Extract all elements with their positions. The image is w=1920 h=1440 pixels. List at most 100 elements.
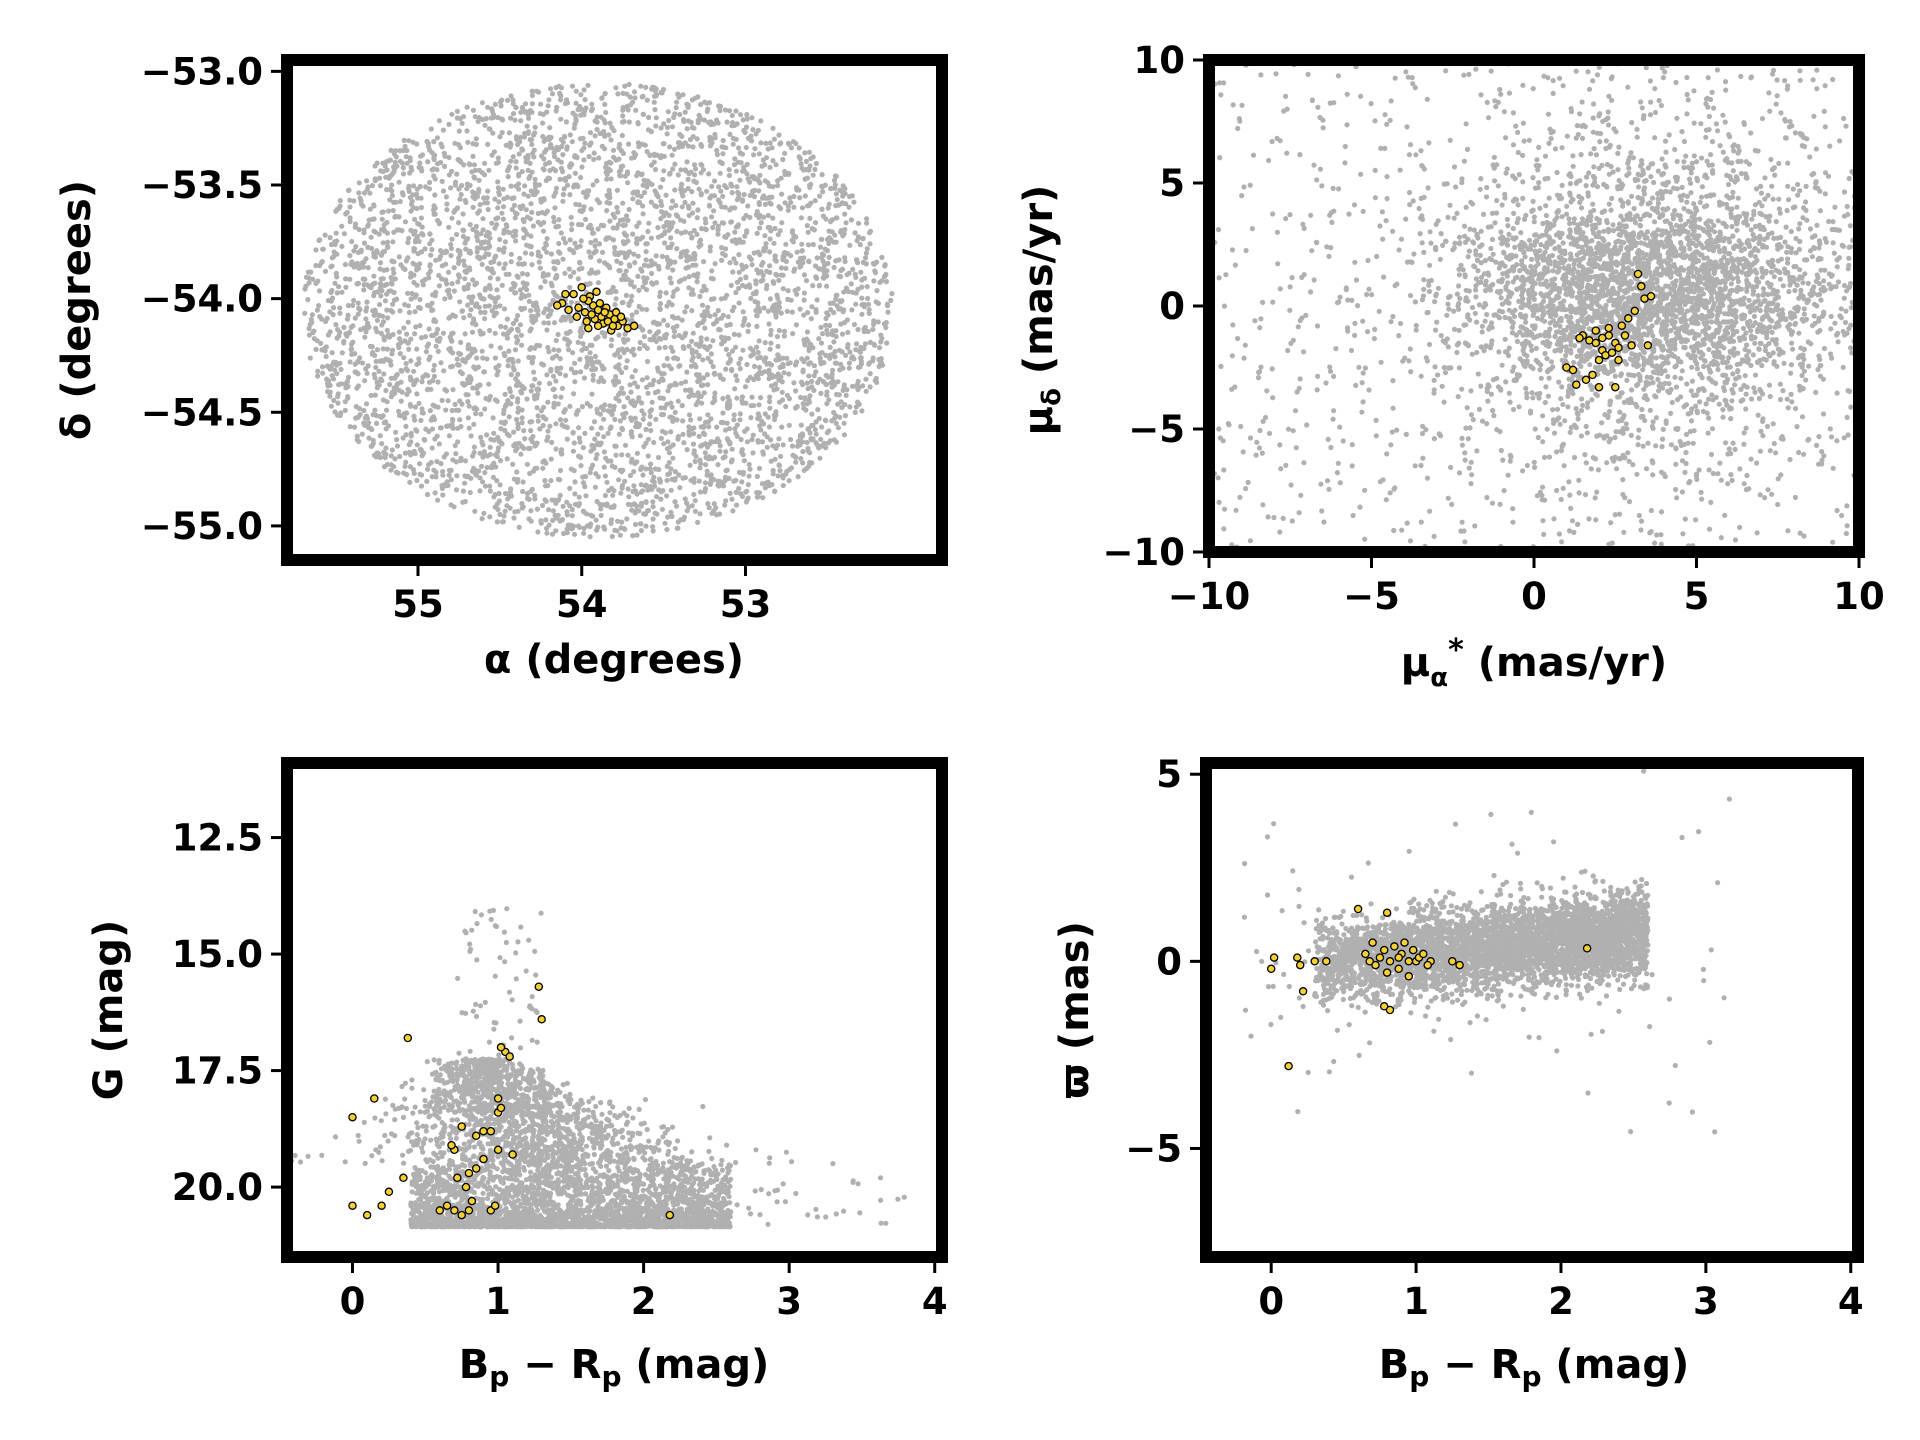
- background-star: [1636, 427, 1642, 433]
- background-star: [529, 358, 535, 364]
- background-star: [754, 313, 760, 319]
- background-star: [397, 198, 403, 205]
- background-star: [1563, 211, 1570, 217]
- background-star: [828, 237, 834, 243]
- background-star: [660, 141, 666, 147]
- background-star: [1606, 171, 1612, 177]
- background-star: [472, 366, 478, 372]
- background-star: [420, 374, 426, 380]
- background-star: [622, 251, 628, 257]
- background-star: [481, 369, 487, 375]
- background-star: [459, 308, 466, 314]
- background-star: [626, 81, 632, 87]
- background-star: [410, 139, 416, 145]
- background-star: [753, 278, 759, 284]
- background-star: [383, 445, 389, 451]
- background-star: [745, 203, 751, 209]
- background-star: [466, 265, 472, 271]
- background-star: [715, 197, 722, 203]
- background-star: [684, 447, 690, 453]
- background-star: [710, 276, 716, 282]
- background-star: [527, 445, 533, 451]
- background-star: [801, 272, 808, 278]
- background-star: [729, 496, 735, 502]
- background-star: [804, 380, 810, 386]
- background-star: [860, 259, 866, 265]
- background-star: [586, 249, 592, 255]
- background-star: [772, 488, 778, 494]
- background-star: [798, 215, 805, 221]
- background-star: [813, 263, 819, 269]
- background-star: [874, 288, 880, 294]
- background-star: [671, 289, 677, 295]
- background-star: [329, 295, 336, 301]
- background-star: [348, 324, 354, 330]
- background-star: [314, 307, 320, 313]
- background-star: [858, 355, 864, 361]
- background-star: [833, 203, 839, 209]
- background-star: [680, 92, 686, 98]
- background-star: [1473, 287, 1479, 293]
- background-star: [879, 278, 885, 284]
- background-star: [322, 318, 329, 325]
- background-star: [725, 314, 731, 320]
- background-star: [391, 464, 397, 470]
- background-star: [625, 238, 631, 244]
- background-star: [714, 512, 720, 518]
- background-star: [631, 154, 638, 160]
- background-star: [464, 104, 470, 110]
- background-star: [407, 401, 413, 408]
- background-star: [609, 533, 615, 540]
- background-star: [327, 329, 333, 335]
- background-star: [397, 336, 403, 342]
- background-star: [788, 253, 794, 259]
- background-star: [688, 256, 694, 262]
- background-star: [1822, 170, 1829, 176]
- background-star: [588, 206, 594, 212]
- background-star: [519, 342, 525, 348]
- background-star: [630, 231, 636, 237]
- background-star: [685, 176, 691, 182]
- background-star: [437, 248, 444, 254]
- background-star: [874, 259, 880, 265]
- background-star: [617, 141, 623, 147]
- background-star: [715, 120, 721, 126]
- background-star: [626, 249, 633, 255]
- background-star: [647, 408, 653, 415]
- background-star: [719, 220, 725, 226]
- background-star: [677, 485, 683, 491]
- background-star: [848, 217, 855, 223]
- background-star: [736, 145, 742, 151]
- background-star: [315, 368, 321, 374]
- background-star: [383, 407, 390, 413]
- background-star: [370, 308, 376, 314]
- background-star: [693, 179, 700, 186]
- background-star: [540, 228, 547, 234]
- background-star: [514, 479, 521, 485]
- background-star: [622, 331, 628, 337]
- background-star: [449, 363, 455, 369]
- background-star: [440, 127, 446, 133]
- background-star: [515, 371, 521, 377]
- background-star: [402, 143, 408, 149]
- background-star: [457, 417, 463, 423]
- background-star: [693, 364, 699, 370]
- background-star: [756, 402, 762, 408]
- background-star: [762, 358, 768, 364]
- background-star: [613, 374, 619, 380]
- background-star: [796, 145, 802, 151]
- background-star: [395, 342, 402, 348]
- background-star: [620, 113, 626, 119]
- background-star: [331, 397, 337, 403]
- background-star: [652, 203, 658, 209]
- background-star: [832, 182, 838, 188]
- background-star: [596, 155, 602, 161]
- background-star: [723, 346, 730, 352]
- background-star: [842, 402, 848, 408]
- background-star: [653, 253, 659, 259]
- background-star: [837, 306, 844, 312]
- background-star: [878, 332, 884, 338]
- background-star: [386, 158, 392, 164]
- background-star: [516, 440, 522, 446]
- background-star: [466, 403, 472, 409]
